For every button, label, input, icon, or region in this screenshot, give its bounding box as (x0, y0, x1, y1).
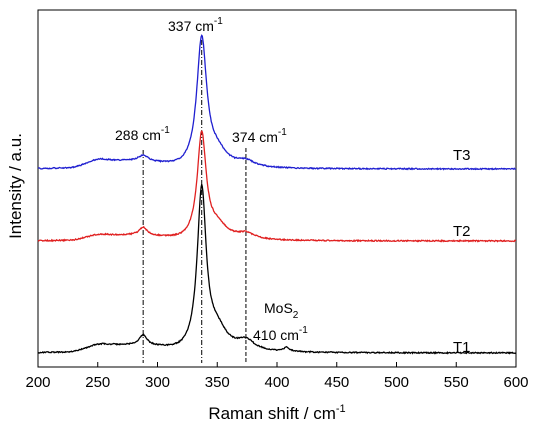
x-tick-label: 400 (264, 374, 289, 391)
peak-marker-lines (142, 40, 247, 363)
series-line-t3 (37, 34, 517, 171)
x-tick-label: 300 (145, 374, 170, 391)
x-axis-ticks: 200 250 300 350 400 450 500 550 600 (25, 362, 529, 391)
annotation-288: 288 cm-1 (115, 125, 170, 143)
x-tick-label: 450 (324, 374, 349, 391)
series-label-t1: T1 (453, 339, 471, 356)
series-line-t1 (37, 184, 517, 355)
spectra (37, 34, 517, 355)
x-tick-label: 350 (205, 374, 230, 391)
series-label-t3: T3 (453, 147, 471, 164)
x-tick-label: 550 (444, 374, 469, 391)
series-line-t2 (37, 130, 517, 243)
x-tick-label: 500 (384, 374, 409, 391)
annotation-374: 374 cm-1 (232, 127, 287, 145)
annotation-mos2: MoS2 (264, 300, 299, 321)
x-tick-label: 200 (25, 374, 50, 391)
annotation-410: 410 cm-1 (253, 325, 308, 343)
series-label-t2: T2 (453, 223, 471, 240)
x-tick-label: 250 (85, 374, 110, 391)
y-axis-title: Intensity / a.u. (6, 133, 25, 239)
annotation-337: 337 cm-1 (168, 16, 223, 34)
x-tick-label: 600 (503, 374, 528, 391)
x-axis-title: Raman shift / cm-1 (208, 403, 345, 423)
